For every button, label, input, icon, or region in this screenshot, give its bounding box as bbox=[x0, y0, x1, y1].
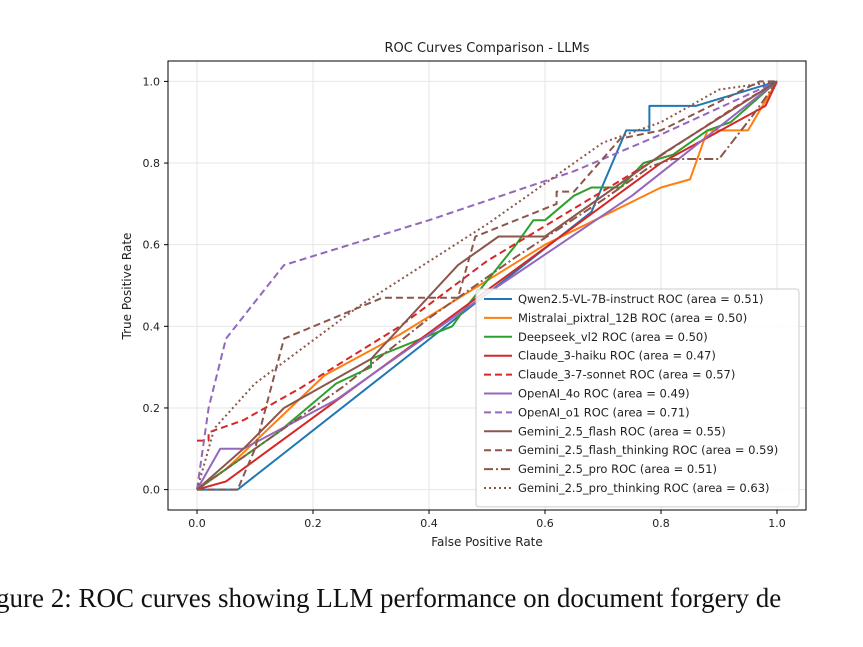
y-tick-label: 0.8 bbox=[143, 157, 161, 170]
y-tick-label: 0.6 bbox=[143, 239, 161, 252]
roc-curve-5 bbox=[196, 80, 778, 491]
roc-curve-7 bbox=[196, 80, 778, 491]
roc-curve-8 bbox=[197, 80, 777, 491]
figure-caption: gure 2: ROC curves showing LLM performan… bbox=[0, 583, 782, 613]
legend-label: Gemini_2.5_pro_thinking ROC (area = 0.63… bbox=[518, 481, 770, 495]
x-axis-ticks: 0.0 0.2 0.4 0.6 0.8 1.0 bbox=[188, 510, 786, 530]
x-tick-label: 0.2 bbox=[304, 517, 322, 530]
x-tick-label: 1.0 bbox=[768, 517, 786, 530]
legend-label: Gemini_2.5_pro ROC (area = 0.51) bbox=[518, 462, 717, 476]
legend-label: OpenAI_o1 ROC (area = 0.71) bbox=[518, 405, 690, 419]
roc-curve-9 bbox=[196, 80, 778, 491]
x-tick-label: 0.4 bbox=[420, 517, 438, 530]
legend-label: Claude_3-7-sonnet ROC (area = 0.57) bbox=[518, 368, 735, 382]
x-axis-label: False Positive Rate bbox=[431, 535, 543, 549]
chart-title: ROC Curves Comparison - LLMs bbox=[385, 41, 590, 56]
plot-frame bbox=[167, 60, 807, 511]
roc-curve-6 bbox=[196, 80, 778, 490]
y-axis-label: True Positive Rate bbox=[120, 233, 134, 341]
y-tick-label: 0.4 bbox=[143, 320, 161, 333]
roc-curve-4 bbox=[197, 80, 778, 442]
legend: Qwen2.5-VL-7B-instruct ROC (area = 0.51)… bbox=[475, 288, 800, 508]
legend-box bbox=[475, 288, 800, 508]
y-axis-ticks: 0.0 0.2 0.4 0.6 0.8 1.0 bbox=[143, 75, 168, 497]
x-tick-label: 0.8 bbox=[652, 517, 670, 530]
legend-label: Claude_3-haiku ROC (area = 0.47) bbox=[518, 349, 716, 363]
legend-label: Gemini_2.5_flash_thinking ROC (area = 0.… bbox=[518, 443, 778, 457]
y-tick-label: 0.2 bbox=[143, 402, 161, 415]
y-tick-label: 1.0 bbox=[143, 75, 161, 88]
roc-curve-10 bbox=[196, 80, 778, 490]
x-tick-label: 0.0 bbox=[188, 517, 206, 530]
roc-curves bbox=[196, 80, 778, 491]
legend-label: Gemini_2.5_flash ROC (area = 0.55) bbox=[518, 424, 726, 438]
x-tick-label: 0.6 bbox=[536, 517, 554, 530]
y-tick-label: 0.0 bbox=[143, 484, 161, 497]
legend-label: Mistralai_pixtral_12B ROC (area = 0.50) bbox=[518, 311, 747, 325]
legend-label: Qwen2.5-VL-7B-instruct ROC (area = 0.51) bbox=[518, 292, 764, 306]
legend-label: OpenAI_4o ROC (area = 0.49) bbox=[518, 387, 690, 401]
legend-label: Deepseek_vl2 ROC (area = 0.50) bbox=[518, 330, 708, 344]
